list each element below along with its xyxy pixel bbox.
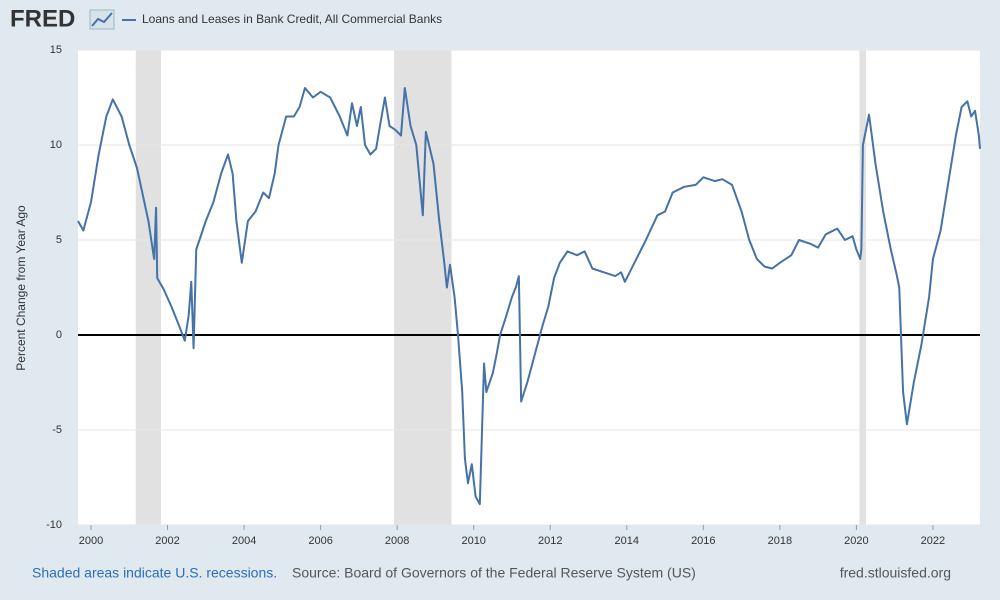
x-tick-label: 2004 <box>232 535 256 547</box>
x-tick-label: 2010 <box>461 535 485 547</box>
site-link[interactable]: fred.stlouisfed.org <box>840 565 951 581</box>
x-tick-label: 2000 <box>79 535 103 547</box>
plot-area <box>78 50 980 525</box>
x-tick-label: 2022 <box>921 535 945 547</box>
x-tick-label: 2012 <box>538 535 562 547</box>
y-tick-label: 0 <box>56 329 62 341</box>
recession-band <box>135 50 162 525</box>
x-tick-label: 2014 <box>615 535 639 547</box>
logo-icon <box>89 9 115 30</box>
legend-label: Loans and Leases in Bank Credit, All Com… <box>142 12 442 26</box>
x-tick-label: 2008 <box>385 535 409 547</box>
recession-note[interactable]: Shaded areas indicate U.S. recessions. <box>32 565 277 581</box>
data-line <box>77 87 981 506</box>
y-tick-label: 10 <box>50 139 62 151</box>
x-tick-label: 2020 <box>844 535 868 547</box>
source: Source: Board of Governors of the Federa… <box>292 565 696 581</box>
y-tick-label: -10 <box>46 519 62 531</box>
y-tick-label: 15 <box>50 44 62 56</box>
recession-band <box>394 50 452 525</box>
y-tick-label: -5 <box>52 424 62 436</box>
y-axis-label: Percent Change from Year Ago <box>14 205 28 371</box>
recession-band <box>859 50 866 525</box>
x-tick-label: 2002 <box>155 535 179 547</box>
logo-icon-line <box>91 12 113 27</box>
x-tick-label: 2006 <box>308 535 332 547</box>
x-tick-label: 2018 <box>768 535 792 547</box>
y-tick-label: 5 <box>56 234 62 246</box>
logo: FRED <box>10 5 75 32</box>
x-tick-label: 2016 <box>691 535 715 547</box>
